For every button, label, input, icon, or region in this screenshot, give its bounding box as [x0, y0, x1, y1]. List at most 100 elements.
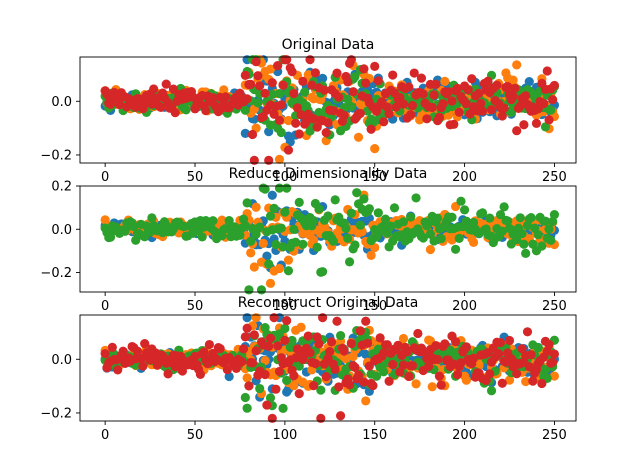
data-point: [497, 226, 507, 236]
data-point: [149, 84, 159, 94]
data-point: [309, 216, 319, 226]
data-point: [247, 358, 258, 368]
data-point: [375, 333, 385, 343]
data-point: [463, 84, 473, 95]
data-point: [283, 266, 294, 276]
data-point: [459, 205, 470, 215]
data-point: [508, 91, 518, 101]
data-point: [309, 114, 319, 124]
data-point: [247, 129, 258, 140]
data-point: [461, 98, 471, 109]
data-point: [253, 71, 263, 81]
data-point: [138, 361, 148, 371]
y-tick-label: −0.2: [40, 148, 72, 163]
data-point: [204, 339, 214, 350]
data-point: [519, 120, 529, 130]
data-point: [314, 204, 324, 214]
data-point: [318, 267, 328, 277]
data-point: [294, 389, 304, 399]
data-point: [282, 375, 292, 385]
data-point: [497, 378, 507, 388]
data-point: [510, 83, 520, 93]
data-point: [461, 375, 471, 385]
data-point: [348, 87, 358, 97]
data-point: [282, 183, 292, 193]
data-point: [533, 230, 543, 240]
data-point: [366, 124, 376, 134]
data-point: [384, 109, 394, 119]
data-point: [549, 349, 560, 359]
data-point: [264, 155, 274, 165]
data-point: [526, 350, 536, 360]
data-point: [267, 78, 277, 88]
data-point: [492, 80, 502, 90]
data-point: [450, 244, 461, 254]
data-point: [323, 211, 333, 221]
data-point: [382, 340, 392, 350]
data-point: [433, 213, 443, 223]
data-point: [499, 103, 509, 113]
data-point: [346, 55, 356, 65]
data-point: [344, 257, 355, 267]
data-point: [495, 338, 506, 348]
data-point: [274, 89, 285, 99]
y-tick-label: −0.2: [40, 266, 72, 281]
data-point: [486, 105, 497, 115]
data-point: [503, 82, 513, 92]
data-point: [262, 400, 272, 410]
data-point: [319, 85, 330, 95]
data-point: [434, 371, 445, 381]
y-tick-label: 0.2: [51, 180, 72, 195]
data-point: [429, 90, 439, 100]
data-point: [388, 359, 398, 370]
data-point: [242, 198, 252, 208]
data-point: [332, 68, 342, 78]
data-point: [499, 202, 509, 212]
x-tick-label: 250: [542, 299, 567, 314]
data-point: [467, 74, 477, 84]
data-point: [328, 236, 338, 246]
data-point: [296, 322, 306, 332]
data-point: [370, 61, 380, 71]
data-point: [283, 115, 294, 126]
data-point: [208, 216, 218, 226]
data-point: [255, 81, 265, 91]
data-point: [282, 55, 292, 65]
data-point: [260, 184, 270, 194]
data-point: [269, 203, 279, 213]
data-point: [359, 194, 369, 204]
data-point: [283, 255, 294, 265]
data-point: [486, 386, 497, 396]
x-tick-label: 50: [187, 299, 204, 314]
data-point: [255, 383, 265, 394]
data-point: [433, 354, 443, 364]
data-point: [388, 70, 398, 80]
data-point: [373, 208, 383, 218]
data-point: [240, 70, 250, 80]
data-point: [483, 76, 493, 86]
data-point: [352, 188, 362, 198]
data-point: [332, 316, 342, 326]
data-point: [244, 381, 254, 391]
data-point: [147, 213, 157, 223]
data-point: [456, 358, 466, 368]
data-point: [339, 110, 349, 120]
data-point: [163, 369, 173, 379]
data-point: [215, 344, 225, 354]
data-point: [413, 328, 423, 339]
x-tick-label: 200: [452, 299, 477, 314]
data-point: [343, 77, 353, 87]
data-point: [339, 346, 349, 356]
data-point: [361, 396, 371, 406]
data-point: [454, 107, 464, 117]
data-point: [292, 103, 303, 113]
data-point: [309, 381, 319, 391]
data-point: [240, 332, 250, 342]
data-point: [273, 61, 283, 71]
x-tick-label: 50: [187, 428, 204, 443]
data-point: [424, 361, 434, 371]
data-point: [425, 229, 436, 239]
data-point: [364, 204, 374, 214]
data-point: [220, 92, 231, 102]
data-point: [548, 95, 558, 105]
